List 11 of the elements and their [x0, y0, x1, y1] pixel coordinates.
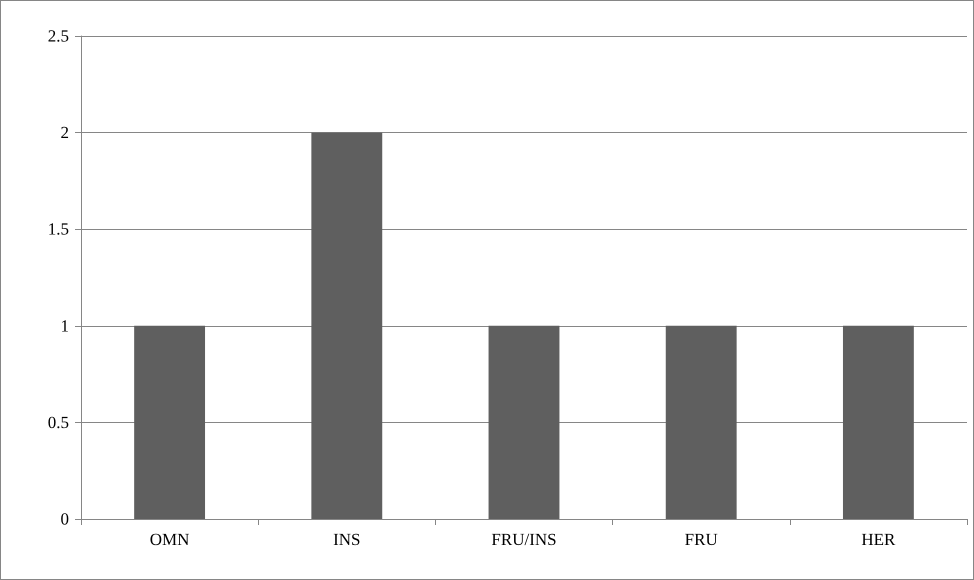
x-tick-label: FRU [684, 530, 718, 549]
x-tick-label: FRU/INS [491, 530, 557, 549]
y-tick-label: 1 [60, 316, 69, 336]
x-tick-label: OMN [150, 530, 190, 549]
y-tick-label: 2 [60, 123, 69, 142]
x-tick-label: INS [333, 530, 361, 549]
y-tick-label: 0 [60, 510, 69, 528]
y-tick-label: 1.5 [48, 220, 69, 239]
y-tick-label: 0.5 [48, 412, 69, 432]
x-tick-label: HER [861, 530, 896, 549]
y-tick-label: 2.5 [48, 26, 69, 46]
